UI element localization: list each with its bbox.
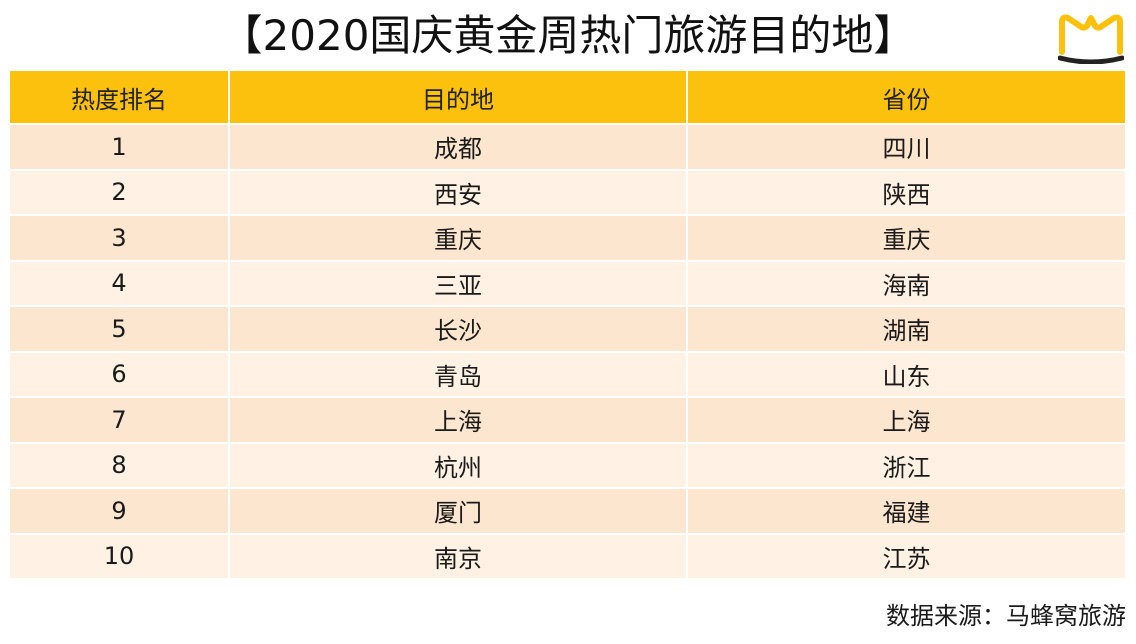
table-row: 6 青岛 山东 — [10, 350, 1125, 396]
header-province: 省份 — [686, 71, 1125, 123]
destination-cell: 三亚 — [228, 261, 686, 305]
province-cell: 浙江 — [686, 443, 1125, 487]
rank-cell: 4 — [111, 269, 127, 298]
rank-cell: 6 — [111, 360, 127, 389]
table-row: 1 成都 四川 — [10, 123, 1125, 169]
rank-cell: 10 — [103, 542, 135, 571]
table-row: 3 重庆 重庆 — [10, 214, 1125, 260]
province-cell: 湖南 — [686, 307, 1125, 351]
table-row: 2 西安 陕西 — [10, 168, 1125, 214]
destination-cell: 西安 — [228, 170, 686, 214]
rank-cell: 3 — [111, 223, 127, 252]
rank-cell: 5 — [111, 314, 127, 343]
table-row: 7 上海 上海 — [10, 396, 1125, 442]
rank-cell: 2 — [111, 178, 127, 207]
table-row: 8 杭州 浙江 — [10, 441, 1125, 487]
destination-cell: 重庆 — [228, 216, 686, 260]
destination-cell: 成都 — [228, 125, 686, 169]
province-cell: 上海 — [686, 398, 1125, 442]
destination-table: 热度排名 目的地 省份 1 成都 四川 2 西安 陕西 3 重庆 重庆 4 三亚 海南 5 长沙 湖南 6 青岛… — [10, 71, 1125, 578]
table-row: 10 南京 江苏 — [10, 532, 1125, 578]
destination-cell: 杭州 — [228, 443, 686, 487]
province-cell: 福建 — [686, 489, 1125, 533]
destination-cell: 青岛 — [228, 352, 686, 396]
province-cell: 重庆 — [686, 216, 1125, 260]
header-rank: 热度排名 — [71, 85, 167, 114]
table-row: 4 三亚 海南 — [10, 259, 1125, 305]
rank-cell: 1 — [111, 132, 127, 161]
province-cell: 陕西 — [686, 170, 1125, 214]
data-source-note: 数据来源：马蜂窝旅游 — [886, 602, 1126, 630]
destination-cell: 南京 — [228, 534, 686, 578]
province-cell: 海南 — [686, 261, 1125, 305]
table-header-row: 热度排名 目的地 省份 — [10, 71, 1125, 123]
table-row: 5 长沙 湖南 — [10, 305, 1125, 351]
header-destination: 目的地 — [228, 71, 686, 123]
page-title: 【2020国庆黄金周热门旅游目的地】 — [220, 11, 916, 60]
rank-cell: 9 — [111, 496, 127, 525]
rank-cell: 7 — [111, 405, 127, 434]
rank-cell: 8 — [111, 451, 127, 480]
province-cell: 四川 — [686, 125, 1125, 169]
destination-cell: 厦门 — [228, 489, 686, 533]
table-row: 9 厦门 福建 — [10, 487, 1125, 533]
destination-cell: 长沙 — [228, 307, 686, 351]
destination-cell: 上海 — [228, 398, 686, 442]
mafengwo-logo-icon — [1058, 14, 1124, 64]
province-cell: 山东 — [686, 352, 1125, 396]
province-cell: 江苏 — [686, 534, 1125, 578]
